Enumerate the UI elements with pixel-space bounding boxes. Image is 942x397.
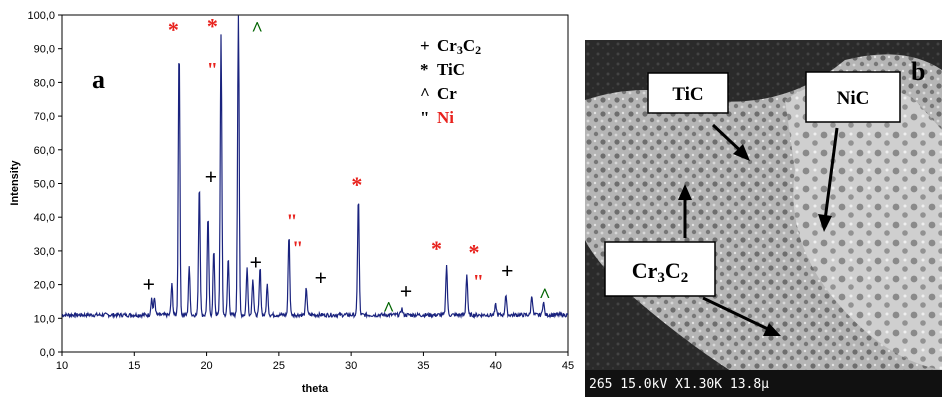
legend: + Cr3C2 * TiC ^ Cr " Ni (420, 36, 481, 127)
nic-label-box (805, 71, 901, 123)
y-axis-label: Intensity (9, 160, 21, 206)
y-tick-label: 60,0 (34, 145, 55, 157)
y-tick-label: 30,0 (34, 246, 55, 258)
sem-scale-text: 265 15.0kV X1.30K 13.8µ (589, 377, 769, 392)
peak-marker: " (292, 238, 303, 260)
peak-marker: + (315, 265, 328, 290)
legend-label: Ni (437, 108, 454, 127)
y-tick-label: 90,0 (34, 44, 55, 56)
legend-symbol: " (420, 108, 429, 127)
y-tick-label: 0,0 (40, 347, 55, 359)
peak-marker: " (207, 59, 218, 81)
sem-micrograph: 265 15.0kV X1.30K 13.8µ TiC NiC b Cr3C2 (585, 40, 942, 397)
x-tick-label: 45 (562, 360, 574, 372)
plot-area (61, 14, 569, 353)
peak-marker: " (473, 271, 484, 293)
peak-marker: * (207, 14, 218, 39)
y-tick-label: 70,0 (34, 111, 55, 123)
peak-marker: ^ (539, 285, 551, 307)
peak-marker: + (205, 164, 218, 189)
panel-label-a: a (92, 65, 105, 94)
sem-footer-bar (585, 370, 942, 397)
peak-markers: +* *"+^+""+*^+* *" +^ (142, 14, 550, 321)
peak-marker: + (400, 278, 413, 303)
legend-label: Cr3C2 (437, 36, 481, 57)
nic-arrow-head (818, 214, 832, 232)
xrd-trace (61, 15, 569, 320)
peak-marker: ^ (383, 298, 395, 320)
peak-marker: * (351, 172, 362, 197)
peak-marker: * (168, 17, 179, 42)
legend-symbol: * (420, 60, 429, 79)
x-tick-label: 35 (417, 360, 429, 372)
peak-marker: * (469, 240, 480, 265)
legend-label: Cr (437, 84, 457, 103)
cr3c2-arrow-up-head (678, 184, 692, 200)
legend-symbol: ^ (420, 84, 430, 103)
tic-arrow-head (733, 144, 750, 161)
tic-label-box (647, 72, 729, 114)
y-tick-label: 50,0 (34, 179, 55, 191)
peak-marker: " (286, 211, 297, 233)
panel-label-b: b (911, 57, 925, 86)
y-tick-label: 20,0 (34, 280, 55, 292)
x-tick-label: 40 (490, 360, 502, 372)
xrd-chart: 10 15 20 25 30 35 40 45 0,0 10,0 20,0 30,0 40,0 50,0 6… (9, 10, 574, 395)
x-tick-label: 20 (200, 360, 212, 372)
y-tick-label: 10,0 (34, 313, 55, 325)
y-tick-label: 80,0 (34, 77, 55, 89)
nic-label: NiC (837, 88, 870, 109)
x-axis-label: theta (302, 383, 329, 395)
x-tick-label: 25 (273, 360, 285, 372)
axis-ticks: 10 15 20 25 30 35 40 45 0,0 10,0 20,0 30,0 40,0 50,0 6… (27, 10, 574, 372)
cr3c2-label: Cr3C2 (632, 258, 689, 286)
sem-nic-region (785, 80, 942, 370)
peak-marker: + (142, 272, 155, 297)
x-tick-label: 30 (345, 360, 357, 372)
peak-marker: + (501, 258, 514, 283)
cr3c2-arrow-down-head (763, 323, 781, 336)
peak-marker: ^ (251, 19, 263, 41)
cr3c2-label-box (604, 241, 716, 297)
tic-label: TiC (672, 84, 703, 105)
x-tick-label: 10 (56, 360, 68, 372)
y-tick-label: 40,0 (34, 212, 55, 224)
cr3c2-arrow-down (702, 296, 771, 332)
x-tick-label: 15 (128, 360, 140, 372)
legend-symbol: + (420, 36, 430, 55)
peak-marker: + (249, 250, 262, 275)
y-tick-label: 100,0 (27, 10, 55, 22)
peak-marker: * (431, 236, 442, 261)
legend-label: TiC (437, 60, 465, 79)
nic-arrow (823, 127, 839, 221)
